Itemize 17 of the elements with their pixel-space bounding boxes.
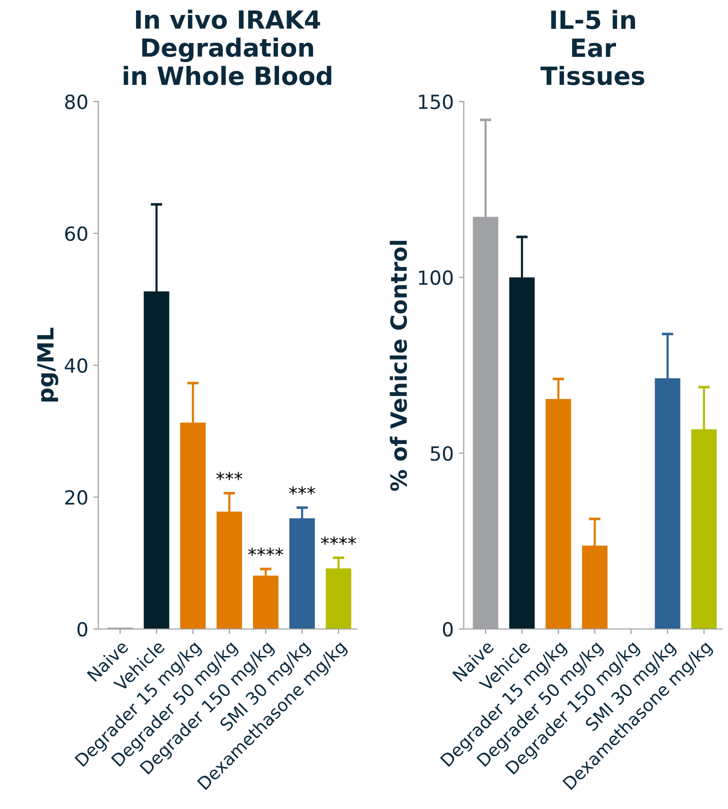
y-tick-label: 40 xyxy=(64,358,88,373)
annotation: **** xyxy=(321,536,356,545)
chart-title: In vivo IRAK4 Degradation in Whole Blood xyxy=(124,10,332,86)
chart-title: IL-5 in Ear Tissues xyxy=(540,10,644,86)
y-tick-label: 150 xyxy=(419,94,453,110)
y-axis-title: pg/ML xyxy=(37,328,58,402)
y-axis-title: % of Vehicle Control xyxy=(390,240,408,491)
y-tick-label: 60 xyxy=(65,226,88,242)
y-tick-label: 50 xyxy=(430,446,453,461)
annotation: *** xyxy=(289,486,316,495)
y-tick-label: 80 xyxy=(65,94,88,110)
annotation: *** xyxy=(216,472,242,480)
annotation: **** xyxy=(248,548,284,556)
y-tick-label: 20 xyxy=(65,490,88,505)
y-tick-label: 0 xyxy=(77,622,88,637)
y-tick-label: 100 xyxy=(419,270,453,286)
y-tick-label: 0 xyxy=(442,622,453,637)
